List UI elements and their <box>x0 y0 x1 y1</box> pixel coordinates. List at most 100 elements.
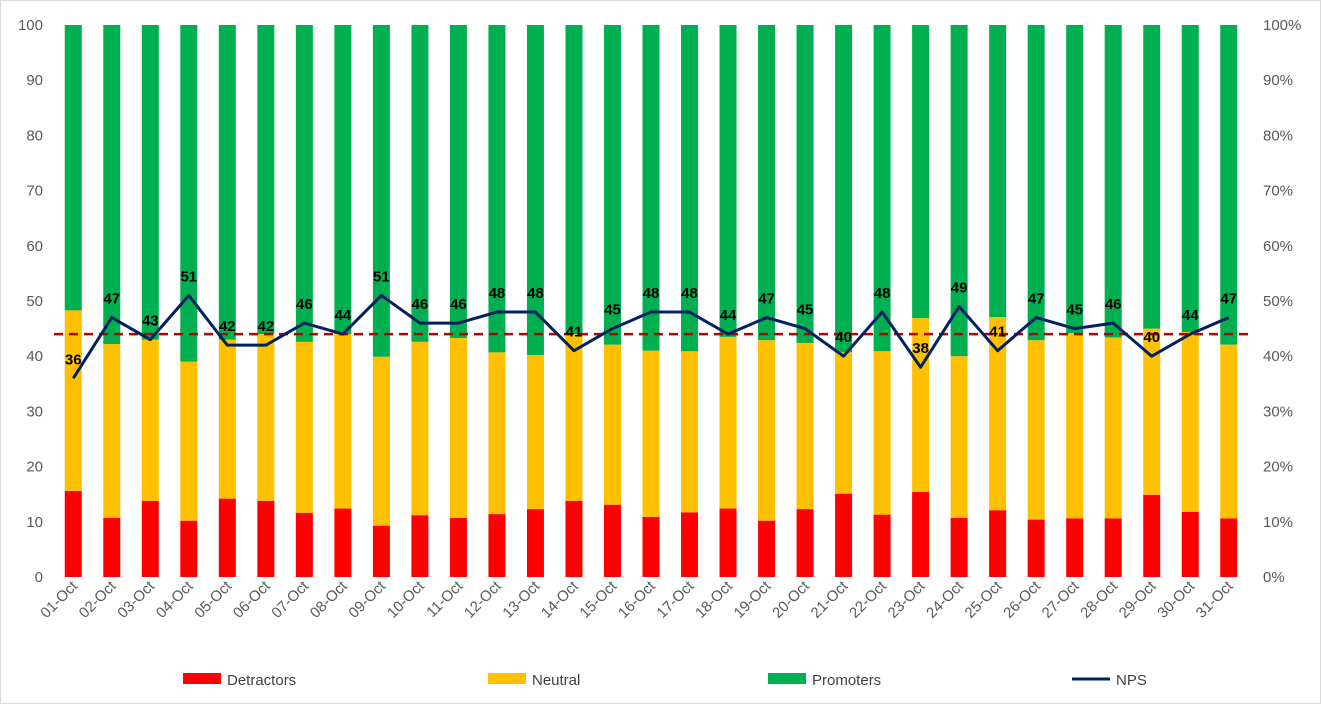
x-tick-label: 01-Oct <box>37 577 81 621</box>
y-right-tick-label: 10% <box>1263 514 1293 531</box>
bar-promoters-29-Oct <box>1143 25 1161 329</box>
x-tick-label: 20-Oct <box>769 577 813 621</box>
nps-data-label: 46 <box>1105 296 1122 313</box>
bar-detractors-26-Oct <box>1027 519 1045 577</box>
bar-detractors-21-Oct <box>835 493 853 577</box>
bar-neutral-21-Oct <box>835 352 853 494</box>
bar-neutral-20-Oct <box>796 342 814 510</box>
x-tick-label: 10-Oct <box>384 577 428 621</box>
bar-detractors-28-Oct <box>1104 518 1122 577</box>
bar-promoters-26-Oct <box>1027 25 1045 341</box>
bar-detractors-31-Oct <box>1220 518 1238 577</box>
x-tick-label: 23-Oct <box>885 577 929 621</box>
bar-detractors-16-Oct <box>642 516 660 577</box>
bar-promoters-15-Oct <box>603 25 621 345</box>
nps-data-label: 45 <box>797 302 814 319</box>
nps-line <box>71 293 1230 380</box>
x-tick-label: 04-Oct <box>153 577 197 621</box>
bar-detractors-02-Oct <box>103 517 121 577</box>
nps-data-label: 46 <box>296 296 313 313</box>
nps-data-label: 46 <box>412 296 429 313</box>
bar-neutral-19-Oct <box>758 340 776 521</box>
nps-data-label: 42 <box>219 318 236 335</box>
x-tick-label: 17-Oct <box>653 577 697 621</box>
nps-data-label: 36 <box>65 351 82 368</box>
bar-neutral-03-Oct <box>141 339 159 501</box>
bar-detractors-12-Oct <box>488 514 506 577</box>
bar-promoters-28-Oct <box>1104 25 1122 338</box>
bar-neutral-26-Oct <box>1027 340 1045 520</box>
bar-promoters-21-Oct <box>835 25 853 353</box>
bar-promoters-20-Oct <box>796 25 814 343</box>
nps-data-label: 47 <box>1028 291 1045 308</box>
x-tick-label: 27-Oct <box>1039 577 1083 621</box>
x-tick-label: 31-Oct <box>1193 577 1237 621</box>
bar-neutral-13-Oct <box>526 355 544 510</box>
y-right-tick-label: 40% <box>1263 348 1293 365</box>
x-tick-label: 30-Oct <box>1154 577 1198 621</box>
bar-promoters-11-Oct <box>449 25 467 338</box>
x-tick-label: 28-Oct <box>1077 577 1121 621</box>
x-tick-label: 14-Oct <box>538 577 582 621</box>
bar-neutral-15-Oct <box>603 344 621 505</box>
bar-neutral-16-Oct <box>642 350 660 517</box>
y-right-tick-label: 80% <box>1263 127 1293 144</box>
bar-promoters-30-Oct <box>1181 25 1199 332</box>
bar-promoters-23-Oct <box>912 25 930 319</box>
x-tick-label: 07-Oct <box>268 577 312 621</box>
y-right-tick-label: 0% <box>1263 569 1285 586</box>
bar-neutral-05-Oct <box>218 339 236 499</box>
x-tick-label: 09-Oct <box>345 577 389 621</box>
bar-neutral-04-Oct <box>180 361 198 521</box>
y-left-tick-label: 0 <box>35 569 43 586</box>
x-tick-label: 06-Oct <box>230 577 274 621</box>
bar-promoters-16-Oct <box>642 25 660 351</box>
nps-data-label: 48 <box>643 285 660 302</box>
nps-data-label: 48 <box>874 285 891 302</box>
legend-item-promoters: Promoters <box>768 672 881 689</box>
nps-data-label: 38 <box>912 340 929 357</box>
bar-neutral-28-Oct <box>1104 337 1122 519</box>
y-left-tick-label: 60 <box>26 238 43 255</box>
bar-promoters-08-Oct <box>334 25 352 335</box>
x-tick-label: 25-Oct <box>962 577 1006 621</box>
bar-detractors-25-Oct <box>989 510 1007 577</box>
bar-neutral-22-Oct <box>873 351 891 515</box>
bar-detractors-29-Oct <box>1143 494 1161 577</box>
bar-promoters-07-Oct <box>295 25 313 342</box>
bar-neutral-25-Oct <box>989 317 1007 511</box>
bar-neutral-24-Oct <box>950 356 968 518</box>
y-left-tick-label: 90 <box>26 72 43 89</box>
y-left-tick-label: 80 <box>26 127 43 144</box>
x-tick-label: 29-Oct <box>1116 577 1160 621</box>
nps-data-label: 41 <box>566 324 583 341</box>
x-tick-label: 11-Oct <box>423 577 467 621</box>
bar-promoters-09-Oct <box>372 25 390 357</box>
nps-data-label: 41 <box>989 324 1006 341</box>
bar-neutral-10-Oct <box>411 341 429 516</box>
legend-label: NPS <box>1116 672 1147 689</box>
bar-detractors-04-Oct <box>180 520 198 577</box>
nps-data-label: 47 <box>1220 291 1237 308</box>
bar-promoters-12-Oct <box>488 25 506 353</box>
bar-neutral-07-Oct <box>295 341 313 513</box>
bar-detractors-14-Oct <box>565 500 583 577</box>
x-tick-label: 19-Oct <box>731 577 775 621</box>
nps-data-label: 40 <box>835 329 852 346</box>
bar-promoters-31-Oct <box>1220 25 1238 345</box>
bar-neutral-17-Oct <box>681 351 699 513</box>
bar-neutral-14-Oct <box>565 334 583 501</box>
nps-data-label: 46 <box>450 296 467 313</box>
nps-data-label: 44 <box>1182 307 1199 324</box>
y-right-tick-label: 30% <box>1263 403 1293 420</box>
bar-detractors-22-Oct <box>873 514 891 577</box>
bar-detractors-13-Oct <box>526 509 544 577</box>
x-tick-label: 15-Oct <box>576 577 620 621</box>
legend-item-neutral: Neutral <box>488 672 580 689</box>
bar-detractors-09-Oct <box>372 525 390 577</box>
bar-promoters-22-Oct <box>873 25 891 352</box>
nps-data-label: 45 <box>1066 302 1083 319</box>
bar-detractors-20-Oct <box>796 509 814 577</box>
